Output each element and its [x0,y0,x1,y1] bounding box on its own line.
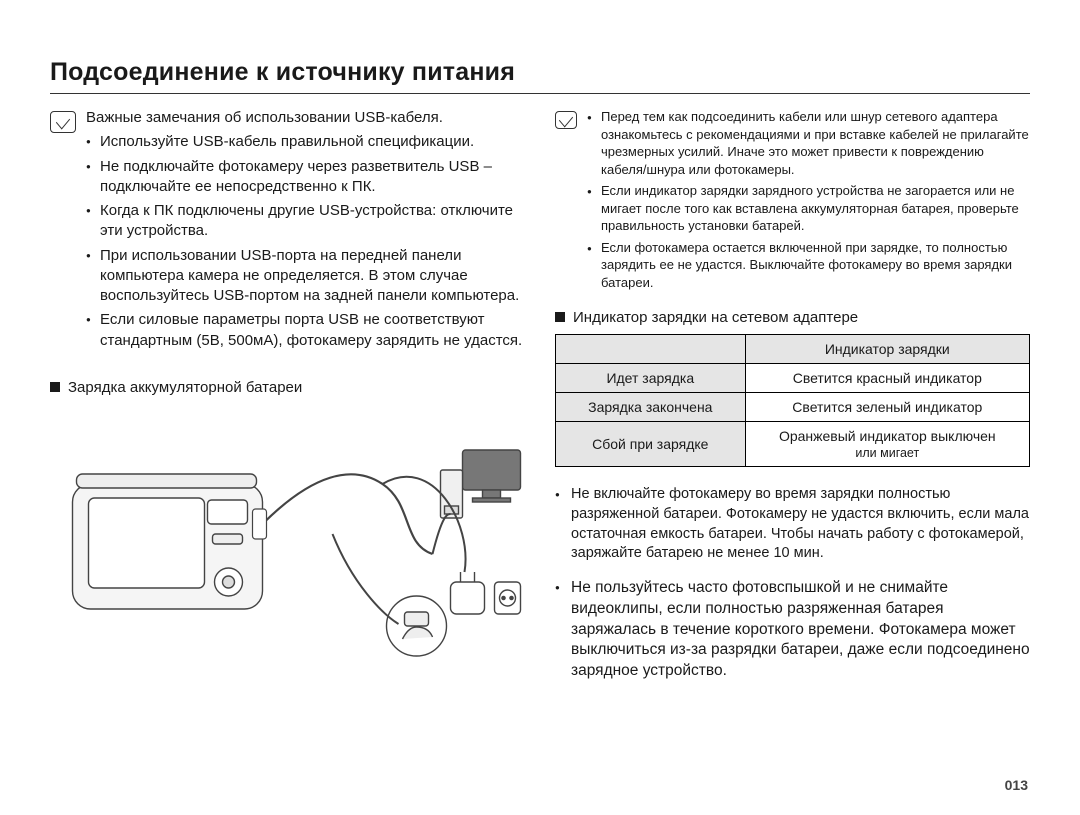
title-rule [50,93,1030,94]
table-cell-led: Светится зеленый индикатор [745,393,1029,422]
table-cell-led-sub: или мигает [855,446,919,460]
adapter-notes-list: Перед тем как подсоединить кабели или шн… [587,108,1030,291]
list-item: При использовании USB-порта на передней … [86,246,525,307]
adapter-notes-body: Перед тем как подсоединить кабели или шн… [587,108,1030,295]
charging-section-text: Зарядка аккумуляторной батареи [68,379,302,396]
left-column: Важные замечания об использовании USB-ка… [50,108,525,696]
led-table-label-text: Индикатор зарядки на сетевом адаптере [573,309,858,326]
two-column-layout: Важные замечания об использовании USB-ка… [50,108,1030,696]
page-root: Подсоединение к источнику питания Важные… [0,0,1080,716]
adapter-notes-block: Перед тем как подсоединить кабели или шн… [555,108,1030,295]
list-item: Не включайте фотокамеру во время зарядки… [555,485,1030,563]
list-item: Не подключайте фотокамеру через разветви… [86,157,525,198]
led-indicator-table: Индикатор зарядки Идет зарядка Светится … [555,334,1030,467]
list-item: Если фотокамера остается включенной при … [587,239,1030,292]
list-item: Используйте USB-кабель правильной специф… [86,132,525,152]
table-cell-state: Зарядка закончена [556,393,746,422]
charging-illustration [50,414,525,674]
table-header-empty [556,335,746,364]
usb-notes-list: Используйте USB-кабель правильной специф… [86,132,525,351]
table-row: Сбой при зарядке Оранжевый индикатор вык… [556,422,1030,467]
list-item: Не пользуйтесь часто фотовспышкой и не с… [555,578,1030,683]
list-item: Если силовые параметры порта USB не соот… [86,310,525,351]
table-cell-state: Идет зарядка [556,364,746,393]
square-bullet-icon [50,382,60,392]
usb-notes-block: Важные замечания об использовании USB-ка… [50,108,525,355]
page-title: Подсоединение к источнику питания [50,58,1030,87]
note-icon [50,111,76,133]
note-icon [555,111,577,129]
table-header-led: Индикатор зарядки [745,335,1029,364]
page-number: 013 [1005,777,1028,793]
list-item: Если индикатор зарядки зарядного устройс… [587,182,1030,235]
usb-notes-body: Важные замечания об использовании USB-ка… [86,108,525,355]
list-item: Перед тем как подсоединить кабели или шн… [587,108,1030,178]
right-column: Перед тем как подсоединить кабели или шн… [555,108,1030,696]
table-cell-state: Сбой при зарядке [556,422,746,467]
list-item: Когда к ПК подключены другие USB-устройс… [86,201,525,242]
table-row: Зарядка закончена Светится зеленый индик… [556,393,1030,422]
square-bullet-icon [555,312,565,322]
table-row: Идет зарядка Светится красный индикатор [556,364,1030,393]
charging-section-label: Зарядка аккумуляторной батареи [50,379,525,396]
right-bottom-notes: Не включайте фотокамеру во время зарядки… [555,485,1030,682]
usb-notes-lead: Важные замечания об использовании USB-ка… [86,108,525,128]
led-table-label: Индикатор зарядки на сетевом адаптере [555,309,1030,326]
table-row: Индикатор зарядки [556,335,1030,364]
table-cell-led-main: Оранжевый индикатор выключен [779,428,996,444]
table-cell-led: Светится красный индикатор [745,364,1029,393]
table-cell-led: Оранжевый индикатор выключен или мигает [745,422,1029,467]
